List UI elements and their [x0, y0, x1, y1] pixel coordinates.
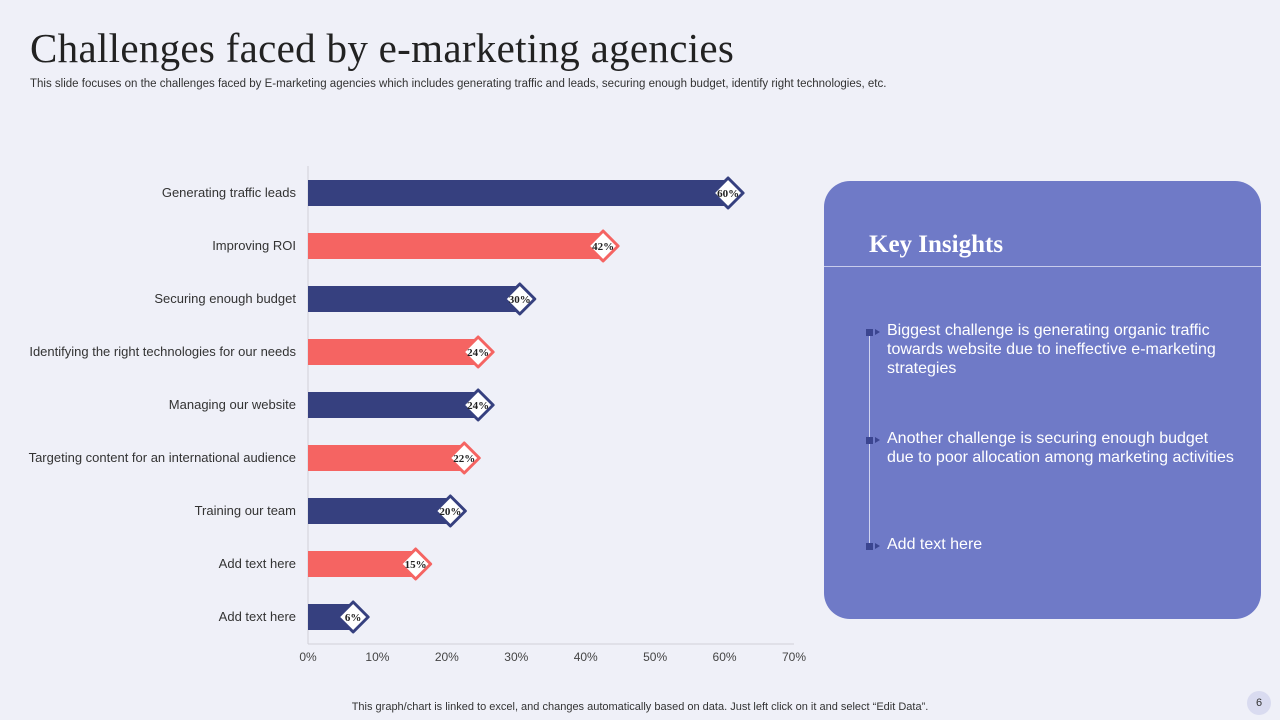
slide-subtitle: This slide focuses on the challenges fac… [30, 78, 887, 90]
category-label: Add text here [219, 609, 296, 624]
x-tick-label: 70% [782, 650, 806, 664]
data-label: 30% [509, 294, 531, 306]
data-label-diamond [461, 335, 495, 369]
data-label-diamond [503, 282, 537, 316]
page-number: 6 [1247, 691, 1271, 715]
data-label: 22% [453, 453, 475, 465]
triangle-bullet-icon [875, 437, 880, 443]
data-label: 15% [405, 559, 427, 571]
data-label-diamond [447, 441, 481, 475]
square-bullet-icon [866, 437, 873, 444]
triangle-bullet-icon [875, 329, 880, 335]
insight-text: Another challenge is securing enough bud… [887, 430, 1234, 466]
square-bullet-icon [866, 543, 873, 550]
key-insights-panel: Key Insights Biggest challenge is genera… [824, 181, 1261, 619]
bar [308, 551, 413, 577]
x-tick-label: 50% [643, 650, 667, 664]
data-label: 24% [467, 347, 489, 359]
x-tick-label: 20% [435, 650, 459, 664]
category-label: Improving ROI [212, 238, 296, 253]
x-tick-label: 0% [299, 650, 317, 664]
bar [308, 498, 447, 524]
x-tick-label: 10% [365, 650, 389, 664]
category-label: Add text here [219, 556, 296, 571]
bar [308, 286, 517, 312]
data-label-diamond [399, 547, 433, 581]
x-tick-label: 40% [574, 650, 598, 664]
data-label-diamond [336, 600, 370, 634]
category-label: Generating traffic leads [162, 185, 297, 200]
category-label: Training our team [195, 503, 296, 518]
data-label: 60% [717, 188, 739, 200]
data-label-diamond [586, 229, 620, 263]
data-label-diamond [461, 388, 495, 422]
insight-text: Add text here [887, 536, 983, 553]
insight-text: Biggest challenge is generating organic … [887, 322, 1216, 377]
x-tick-label: 30% [504, 650, 528, 664]
bar [308, 339, 475, 365]
data-label-diamond [433, 494, 467, 528]
x-tick-label: 60% [713, 650, 737, 664]
bar [308, 392, 475, 418]
panel-divider [824, 266, 1261, 267]
footer-note: This graph/chart is linked to excel, and… [351, 701, 929, 713]
category-label: Identifying the right technologies for o… [29, 344, 296, 359]
triangle-bullet-icon [875, 543, 880, 549]
data-label: 20% [439, 506, 461, 518]
category-label: Securing enough budget [154, 291, 296, 306]
slide-title: Challenges faced by e-marketing agencies [30, 25, 735, 71]
data-label: 6% [345, 612, 362, 624]
category-label: Targeting content for an international a… [29, 450, 296, 465]
data-label: 24% [467, 400, 489, 412]
bar [308, 445, 461, 471]
bar [308, 233, 600, 259]
key-insights-heading: Key Insights [869, 231, 1004, 258]
data-label-diamond [711, 176, 745, 210]
square-bullet-icon [866, 329, 873, 336]
bar [308, 180, 725, 206]
category-label: Managing our website [169, 397, 296, 412]
challenges-bar-chart: 0% 10% 20% 30% 40% 50% 60% 70% Generating traffi… [29, 166, 806, 664]
data-label: 42% [592, 241, 614, 253]
